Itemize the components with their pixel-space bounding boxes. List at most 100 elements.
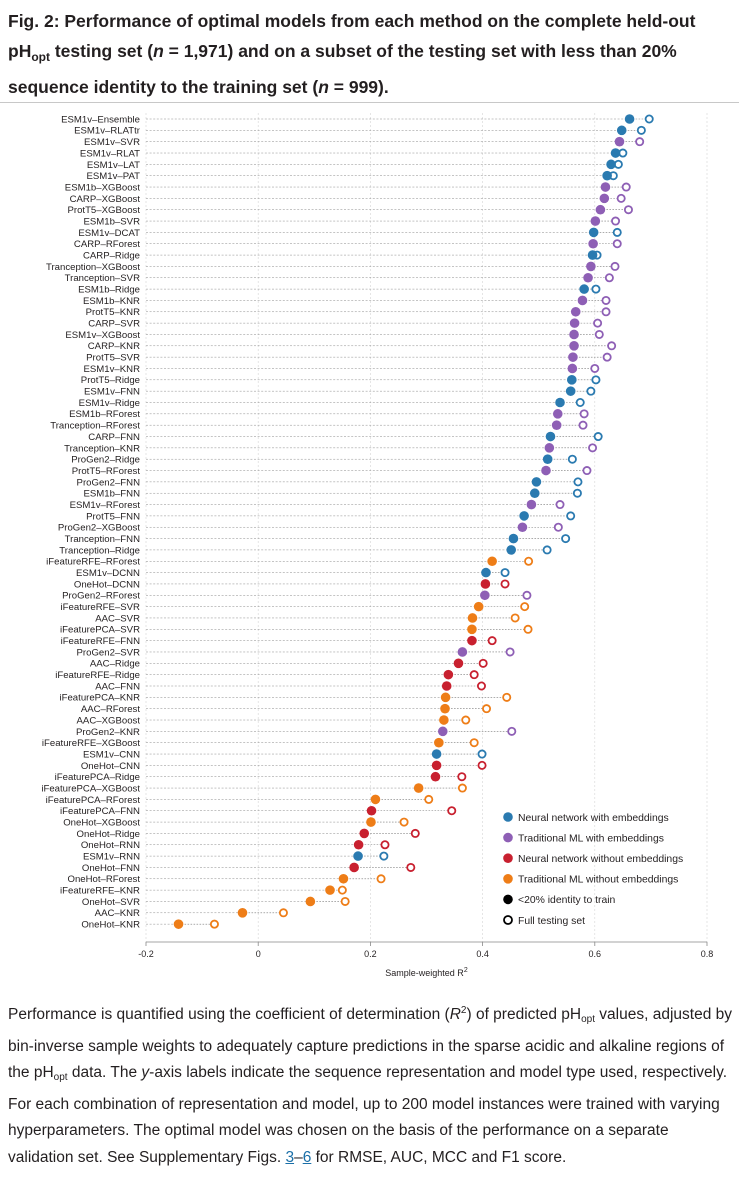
- model-row: Tranception–Ridge: [59, 545, 552, 556]
- legend-item: Full testing set: [503, 915, 585, 927]
- model-label: ESM1b–SVR: [83, 216, 140, 227]
- full-set-point: [553, 522, 563, 532]
- model-label: ProGen2–FNN: [77, 477, 141, 488]
- model-row: OneHot–XGBoost: [63, 817, 409, 828]
- figure-caption: Performance is quantified using the coef…: [8, 1005, 732, 1166]
- full-set-point: [575, 397, 585, 407]
- full-set-point: [457, 783, 467, 793]
- full-set-point: [379, 851, 389, 861]
- low-identity-point: [338, 873, 349, 884]
- legend-item: Neural network with embeddings: [503, 812, 669, 824]
- model-label: ESM1v–PAT: [87, 171, 141, 182]
- full-set-point: [447, 806, 457, 816]
- full-set-point: [601, 295, 611, 305]
- model-row: OneHot–DCNN: [74, 579, 510, 590]
- full-set-point: [604, 273, 614, 283]
- model-row: ProtT5–XGBoost: [67, 204, 633, 216]
- model-row: ESM1v–PAT: [87, 170, 618, 182]
- low-identity-point: [413, 783, 424, 793]
- low-identity-point: [517, 522, 528, 533]
- low-identity-point: [569, 329, 579, 340]
- model-row: ESM1v–DCAT: [78, 227, 622, 239]
- legend-item: Traditional ML without embeddings: [503, 874, 678, 886]
- full-set-point: [593, 432, 603, 442]
- model-row: ESM1v–XGBoost: [65, 329, 604, 341]
- low-identity-point: [441, 681, 452, 691]
- full-set-point: [482, 704, 492, 714]
- low-identity-point: [457, 647, 468, 657]
- low-identity-point: [431, 749, 442, 759]
- model-label: OneHot–XGBoost: [63, 817, 140, 828]
- low-identity-point: [614, 136, 625, 147]
- model-label: CARP–KNR: [88, 341, 140, 352]
- full-set-point: [567, 454, 577, 464]
- low-identity-point: [173, 919, 184, 929]
- model-row: ProtT5–SVR: [86, 352, 612, 364]
- model-label: Tranception–FNN: [65, 534, 140, 545]
- full-set-point: [380, 840, 390, 850]
- model-row: iFeaturePCA–SVR: [60, 624, 533, 636]
- model-row: OneHot–Ridge: [77, 828, 420, 840]
- model-row: ProtT5–Ridge: [81, 375, 601, 386]
- model-label: ProGen2–SVR: [77, 647, 141, 658]
- model-label: iFeatureRFE–SVR: [61, 602, 141, 613]
- model-label: ESM1v–KNR: [83, 364, 140, 375]
- full-set-point: [424, 794, 434, 804]
- model-label: ESM1v–SVR: [84, 137, 140, 148]
- legend-swatch: [503, 812, 513, 822]
- x-tick-label: 0.6: [589, 949, 602, 959]
- model-row: ESM1v–DCNN: [76, 567, 510, 579]
- data-rows: ESM1v–EnsembleESM1v–RLATtrESM1v–SVRESM1v…: [41, 114, 654, 931]
- legend-label: Neural network with embeddings: [518, 813, 669, 824]
- model-row: ESM1v–RLATtr: [74, 125, 646, 137]
- low-identity-point: [353, 851, 363, 861]
- supp-fig-3-link[interactable]: 3: [285, 1148, 295, 1166]
- model-label: AAC–Ridge: [90, 659, 140, 670]
- supp-fig-6-link[interactable]: 6: [302, 1148, 312, 1166]
- model-label: ProtT5–FNN: [86, 511, 140, 522]
- model-label: OneHot–SVR: [82, 897, 140, 908]
- full-set-point: [476, 681, 486, 691]
- low-identity-point: [526, 499, 537, 510]
- low-identity-point: [599, 193, 610, 204]
- model-row: ProGen2–RForest: [62, 590, 532, 602]
- full-set-point: [469, 738, 479, 748]
- model-row: OneHot–KNR: [81, 919, 219, 931]
- full-set-point: [507, 726, 517, 736]
- full-set-point: [610, 261, 620, 271]
- full-set-point: [555, 500, 565, 510]
- model-label: iFeatureRFE–FNN: [61, 636, 141, 647]
- full-set-point: [337, 885, 347, 895]
- x-axis: Sample-weighted R2 -0.2 0 0.2 0.4 0.6 0.8: [138, 941, 713, 978]
- low-identity-point: [566, 375, 577, 385]
- model-label: OneHot–KNR: [81, 920, 140, 931]
- model-row: ESM1b–XGBoost: [65, 182, 631, 193]
- full-set-point: [621, 182, 631, 192]
- full-set-point: [457, 772, 467, 782]
- full-set-point: [376, 874, 386, 884]
- low-identity-point: [600, 182, 611, 192]
- model-row: AAC–SVR: [95, 613, 520, 624]
- figure-title: Fig. 2: Performance of optimal models fr…: [8, 11, 696, 97]
- model-label: ProGen2–Ridge: [71, 455, 140, 466]
- full-set-point: [520, 602, 530, 612]
- model-label: ESM1v–RLATtr: [74, 126, 141, 137]
- low-identity-point: [480, 579, 491, 589]
- model-label: AAC–RForest: [81, 704, 141, 715]
- x-tick-label: 0.2: [364, 949, 377, 959]
- model-row: ProGen2–SVR: [77, 647, 515, 658]
- model-row: OneHot–SVR: [82, 896, 350, 908]
- full-set-point: [561, 534, 571, 544]
- model-row: ESM1v–KNR: [83, 363, 600, 375]
- low-identity-point: [439, 715, 449, 725]
- model-row: ESM1b–FNN: [83, 488, 582, 500]
- model-row: iFeatureRFE–RForest: [46, 556, 534, 568]
- low-identity-point: [542, 454, 553, 465]
- low-identity-point: [529, 488, 540, 499]
- full-set-point: [505, 647, 515, 657]
- full-set-point: [594, 329, 604, 339]
- low-identity-point: [555, 397, 565, 408]
- model-row: ProGen2–XGBoost: [58, 522, 563, 534]
- low-identity-point: [587, 250, 598, 260]
- model-label: ESM1v–XGBoost: [65, 330, 140, 341]
